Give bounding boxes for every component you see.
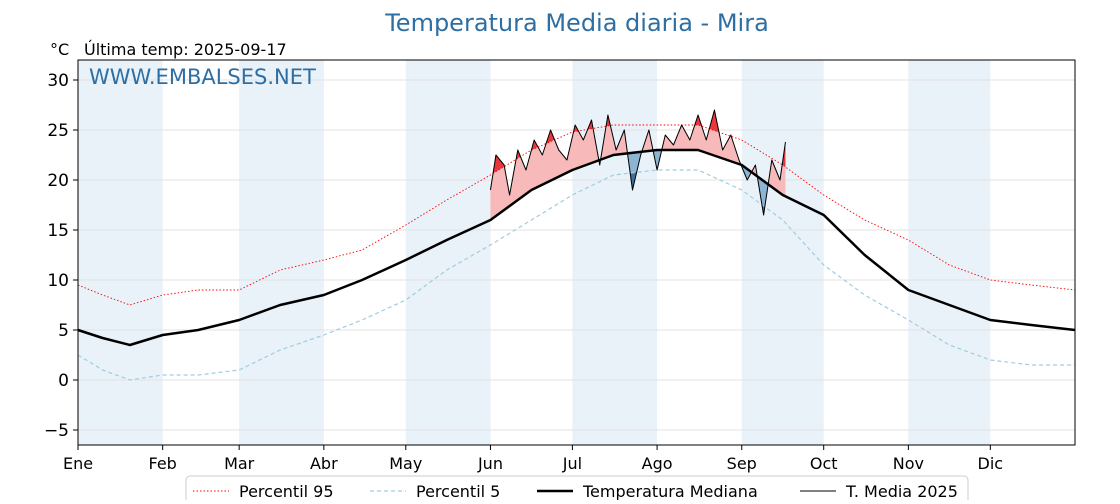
series-line-current	[489, 109, 786, 216]
x-tick-label: Ago	[642, 454, 673, 473]
x-tick-label: Ene	[63, 454, 93, 473]
legend-box	[185, 475, 969, 504]
plot-frame	[77, 59, 1076, 446]
x-tick-label: Dic	[978, 454, 1004, 473]
unit-label: °C	[50, 40, 69, 59]
month-band	[741, 60, 824, 445]
x-tick-label: Nov	[893, 454, 924, 473]
month-band	[572, 60, 658, 445]
month-band	[908, 60, 991, 445]
fill-median-to-p95	[490, 125, 786, 220]
month-band	[78, 60, 163, 445]
y-tick-label: 15	[47, 221, 69, 241]
y-tick-label: 30	[47, 71, 69, 91]
x-tick-label: Oct	[810, 454, 838, 473]
legend-label-p95: Percentil 95	[239, 482, 334, 500]
x-tick-label: Mar	[224, 454, 255, 473]
month-band	[239, 60, 324, 445]
series-line-p95	[78, 124, 1075, 306]
legend: Percentil 95 Percentil 5 Temperatura Media…	[185, 475, 969, 504]
legend-label-median: Temperatura Mediana	[582, 482, 758, 500]
chart-title: Temperatura Media diaria - Mira	[384, 9, 769, 37]
y-tick-label: −5	[44, 421, 69, 441]
series-line-median	[78, 148, 1075, 347]
y-tick-label: 20	[47, 171, 69, 191]
x-axis: Ene Feb Mar Abr May Jun Jul Ago Sep Oct Nov Dic	[63, 445, 1003, 473]
y-tick-label: 25	[47, 121, 69, 141]
legend-label-current: T. Media 2025	[845, 482, 958, 500]
y-tick-label: 5	[58, 321, 69, 341]
x-tick-label: May	[389, 454, 422, 473]
series-lines	[78, 109, 1075, 381]
x-tick-label: Sep	[727, 454, 757, 473]
series-line-p5	[78, 169, 1075, 381]
fill-p5-to-median	[490, 150, 786, 220]
y-axis: −5 0 5 10 15 20 25 30	[44, 71, 78, 441]
watermark: WWW.EMBALSES.NET	[89, 65, 316, 89]
month-bands	[78, 60, 991, 445]
y-tick-label: 10	[47, 271, 69, 291]
grid-lines	[78, 79, 1075, 431]
x-tick-label: Abr	[310, 454, 338, 473]
x-tick-label: Jul	[562, 454, 582, 473]
last-temp-label: Última temp: 2025-09-17	[84, 40, 287, 59]
y-tick-label: 0	[58, 371, 69, 391]
legend-label-p5: Percentil 5	[416, 482, 500, 500]
x-tick-label: Feb	[149, 454, 177, 473]
x-tick-label: Jun	[477, 454, 503, 473]
shaded-areas	[490, 110, 786, 245]
